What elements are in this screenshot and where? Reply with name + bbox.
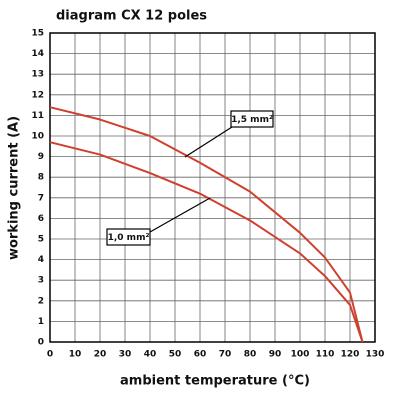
- y-tick-label: 12: [31, 90, 44, 100]
- x-tick-label: 30: [119, 350, 132, 360]
- x-tick-label: 80: [244, 350, 257, 360]
- y-tick-label: 4: [38, 255, 44, 265]
- plot-border: [49, 32, 376, 343]
- series-label: 1,0 mm²: [108, 233, 150, 243]
- x-tick-label: 0: [47, 350, 53, 360]
- x-tick-label: 100: [291, 350, 310, 360]
- x-tick-label: 110: [316, 350, 335, 360]
- y-tick-label: 14: [31, 49, 44, 59]
- y-tick-label: 7: [38, 193, 44, 203]
- x-axis-label: ambient temperature (°C): [120, 374, 310, 389]
- series-line: [49, 141, 364, 343]
- x-tick-label: 90: [269, 350, 282, 360]
- y-tick-label: 2: [38, 296, 44, 306]
- y-tick-label: 11: [31, 111, 44, 121]
- series-label: 1,5 mm²: [231, 115, 273, 125]
- chart-title: diagram CX 12 poles: [56, 9, 207, 24]
- leader-line: [149, 197, 211, 233]
- y-tick-label: 9: [38, 152, 44, 162]
- x-tick-label: 120: [341, 350, 360, 360]
- x-tick-label: 20: [94, 350, 107, 360]
- leader-line: [184, 126, 233, 158]
- y-tick-label: 6: [38, 214, 44, 224]
- label-box: [106, 228, 151, 246]
- y-tick-label: 3: [38, 276, 44, 286]
- y-tick-label: 5: [38, 235, 44, 245]
- x-tick-label: 130: [366, 350, 385, 360]
- x-tick-label: 40: [144, 350, 157, 360]
- x-tick-label: 50: [169, 350, 182, 360]
- label-box: [230, 110, 274, 128]
- x-tick-label: 60: [194, 350, 207, 360]
- y-tick-label: 15: [31, 29, 44, 39]
- y-tick-label: 0: [38, 338, 44, 348]
- y-tick-label: 13: [31, 70, 44, 80]
- x-tick-label: 70: [219, 350, 232, 360]
- series-line: [49, 106, 364, 343]
- y-tick-label: 1: [38, 317, 44, 327]
- y-tick-label: 10: [31, 132, 44, 142]
- y-axis-label: working current (A): [7, 116, 22, 260]
- x-tick-label: 10: [69, 350, 82, 360]
- y-tick-label: 8: [38, 173, 44, 183]
- plot-area: [50, 33, 375, 342]
